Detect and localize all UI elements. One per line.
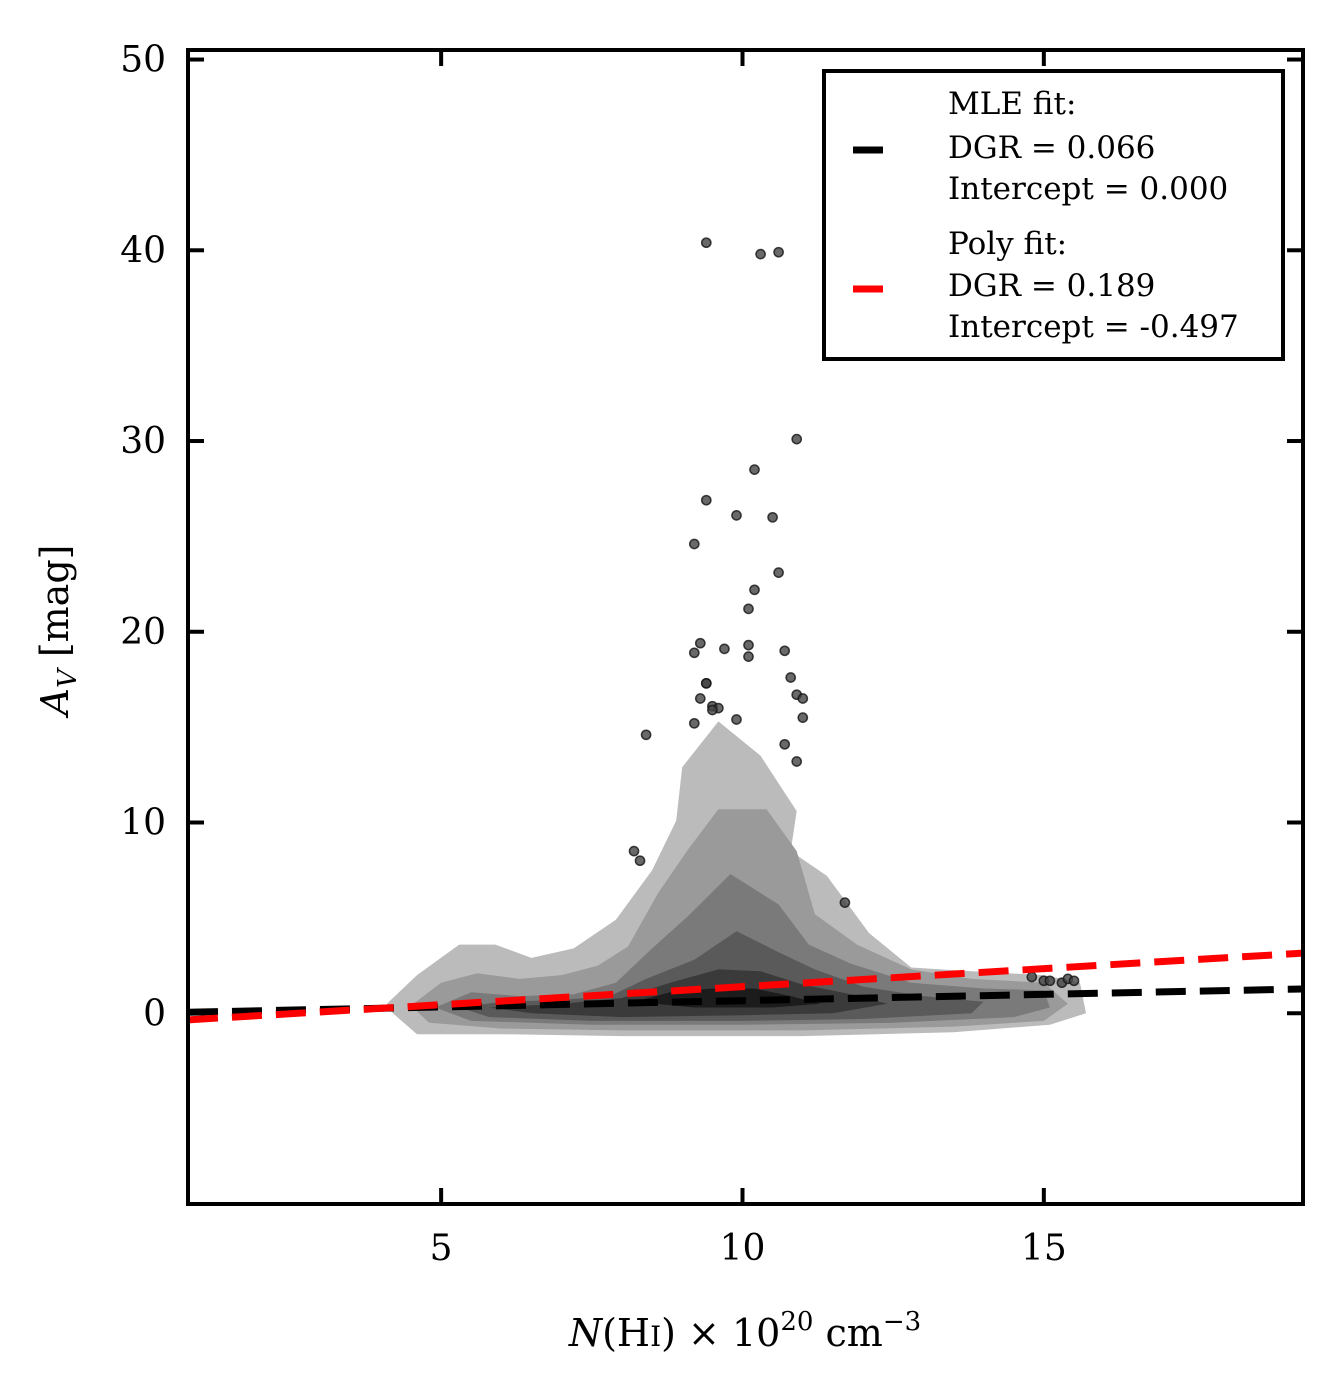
scatter-point-18 xyxy=(785,672,797,683)
tick-labels: 5 10 15 0 10 20 30 40 50 xyxy=(120,40,1067,1269)
scatter-point-8 xyxy=(688,538,700,550)
scatter-point-28 xyxy=(731,714,742,725)
legend: MLE fit: DGR = 0.066 Intercept = 0.000 P… xyxy=(822,69,1285,361)
legend-poly-line1: Poly fit: xyxy=(948,226,1067,262)
scatter-point-6 xyxy=(731,510,742,521)
scatter-point-29 xyxy=(688,717,700,729)
scatter-point-38 xyxy=(1044,975,1056,987)
x-axis-label: N(HI) × 1020 cm−3 xyxy=(568,1307,921,1355)
scatter-point-0 xyxy=(700,237,712,249)
scatter-point-12 xyxy=(694,637,706,649)
legend-poly-line2: DGR = 0.189 xyxy=(948,268,1155,304)
y-tick-label-30: 30 xyxy=(120,421,166,462)
scatter-point-14 xyxy=(719,643,730,655)
x-tick-label-5: 5 xyxy=(430,1228,453,1269)
scatter-point-3 xyxy=(791,433,803,445)
scatter-point-20 xyxy=(700,677,712,689)
scatter-point-23 xyxy=(694,693,706,704)
x-tick-label-10: 10 xyxy=(720,1228,766,1269)
y-axis-label: AV [mag] xyxy=(33,545,83,719)
scatter-point-32 xyxy=(791,756,803,767)
scatter-point-36 xyxy=(1026,971,1038,983)
scatter-point-22 xyxy=(797,693,809,704)
legend-mle-line1: MLE fit: xyxy=(948,86,1076,122)
scatter-points xyxy=(628,237,1080,989)
legend-poly-line3: Intercept = -0.497 xyxy=(948,309,1239,345)
scatter-point-26 xyxy=(707,704,718,716)
y-tick-label-20: 20 xyxy=(120,612,166,653)
scatter-point-9 xyxy=(773,567,784,578)
y-tick-label-10: 10 xyxy=(120,803,166,844)
axes xyxy=(186,48,1305,1206)
scatter-point-34 xyxy=(634,855,646,867)
y-tick-label-50: 50 xyxy=(120,40,166,81)
scatter-point-17 xyxy=(743,651,754,662)
scatter-point-31 xyxy=(779,738,791,750)
y-tick-label-40: 40 xyxy=(120,230,166,271)
scatter-point-1 xyxy=(755,248,766,260)
scatter-point-7 xyxy=(767,511,778,523)
scatter-point-27 xyxy=(797,712,809,723)
scatter-point-41 xyxy=(1068,975,1080,987)
y-tick-label-0: 0 xyxy=(143,993,166,1034)
scatter-point-2 xyxy=(773,246,784,258)
legend-mle-line3: Intercept = 0.000 xyxy=(948,171,1228,207)
legend-mle-line2: DGR = 0.066 xyxy=(948,130,1155,166)
scatter-point-11 xyxy=(743,603,754,615)
scatter-point-15 xyxy=(779,645,791,657)
scatter-point-16 xyxy=(688,647,700,659)
poly-fit-line xyxy=(188,949,1303,1024)
scatter-point-5 xyxy=(700,494,712,506)
scatter-point-30 xyxy=(640,729,652,741)
scatter-point-35 xyxy=(839,897,851,908)
scatter-point-10 xyxy=(749,584,760,596)
fit-lines xyxy=(188,949,1303,1024)
plot-frame xyxy=(186,48,1305,1206)
scatter-point-33 xyxy=(628,845,640,857)
scatter-point-13 xyxy=(743,639,754,651)
x-tick-label-15: 15 xyxy=(1021,1228,1067,1269)
scatter-point-4 xyxy=(749,464,760,475)
legend-box xyxy=(822,69,1285,361)
